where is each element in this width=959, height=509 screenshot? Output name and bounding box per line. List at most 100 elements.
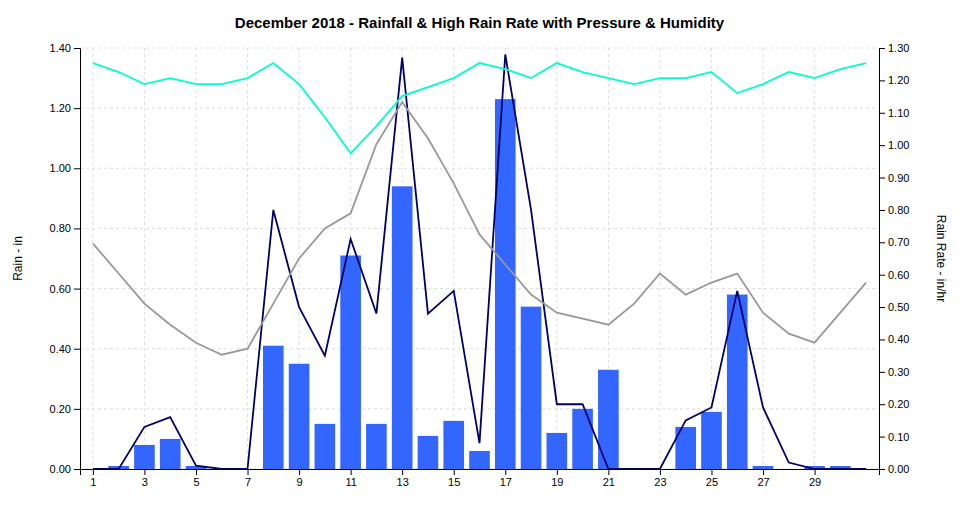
- tick-label: 0.20: [50, 403, 71, 415]
- grid-line: [195, 48, 196, 469]
- tick: 0.30: [879, 366, 909, 378]
- tick-mark: [879, 178, 885, 179]
- grid-line: [80, 48, 879, 49]
- tick-mark: [879, 437, 885, 438]
- tick-mark: [402, 469, 403, 475]
- y-axis: 0.000.200.400.600.801.001.201.40: [50, 42, 81, 475]
- tick: 25: [706, 469, 718, 488]
- tick-label: 1.40: [50, 42, 71, 54]
- tick-label: 1.20: [888, 74, 909, 86]
- tick-label: 0.20: [888, 398, 909, 410]
- tick-mark: [879, 80, 885, 81]
- grid-line: [80, 288, 879, 289]
- tick-label: 1: [90, 476, 96, 488]
- bar: [521, 307, 542, 469]
- tick-label: 0.70: [888, 236, 909, 248]
- tick-label: 0.60: [50, 283, 71, 295]
- tick-mark: [74, 289, 80, 290]
- tick-label: 23: [654, 476, 666, 488]
- tick: 19: [551, 469, 563, 488]
- bar: [134, 445, 155, 469]
- bar: [366, 424, 387, 469]
- tick-mark: [74, 349, 80, 350]
- tick: 0.20: [879, 398, 909, 410]
- tick-mark: [74, 48, 80, 49]
- tick: 1.30: [879, 42, 909, 54]
- grid-line: [453, 48, 454, 469]
- tick-mark: [711, 469, 712, 475]
- tick-mark: [196, 469, 197, 475]
- tick-mark: [608, 469, 609, 475]
- tick-label: 0.30: [888, 366, 909, 378]
- tick-mark: [879, 275, 885, 276]
- tick-label: 0.40: [888, 333, 909, 345]
- tick-mark: [454, 469, 455, 475]
- tick: 0.80: [50, 222, 80, 234]
- tick-label: 11: [345, 476, 356, 488]
- x-axis: 1357911131517192123252729: [81, 469, 880, 488]
- grid-line: [144, 48, 145, 469]
- tick: 0.20: [50, 403, 80, 415]
- tick-mark: [879, 339, 885, 340]
- tick-mark: [299, 469, 300, 475]
- tick-label: 13: [397, 476, 409, 488]
- tick-label: 1.10: [888, 107, 909, 119]
- line: [93, 63, 866, 153]
- tick-mark: [815, 469, 816, 475]
- tick: 1.40: [50, 42, 80, 54]
- bar: [263, 346, 284, 469]
- tick-label: 0.00: [888, 463, 909, 475]
- tick-label: 1.30: [888, 42, 909, 54]
- grid-line: [80, 348, 879, 349]
- tick: 0.80: [879, 204, 909, 216]
- tick-label: 1.00: [888, 139, 909, 151]
- tick-mark: [557, 469, 558, 475]
- tick-label: 15: [448, 476, 460, 488]
- tick-label: 29: [809, 476, 821, 488]
- bar: [418, 436, 439, 469]
- tick-mark: [93, 469, 94, 475]
- y-axis-title: Rain - in: [11, 236, 25, 281]
- tick: 0.40: [50, 343, 80, 355]
- tick-mark: [879, 404, 885, 405]
- tick-mark: [144, 469, 145, 475]
- tick: 21: [603, 469, 615, 488]
- tick-label: 0.60: [888, 269, 909, 281]
- line: [93, 102, 866, 355]
- tick: 1: [90, 469, 96, 488]
- axis-line: [880, 49, 886, 470]
- tick: 1.20: [879, 74, 909, 86]
- tick-mark: [879, 469, 885, 470]
- tick-label: 0.40: [50, 343, 71, 355]
- tick: 0.70: [879, 236, 909, 248]
- tick-mark: [879, 210, 885, 211]
- tick-mark: [879, 307, 885, 308]
- tick-mark: [351, 469, 352, 475]
- grid-line: [659, 48, 660, 469]
- tick: 29: [809, 469, 821, 488]
- tick-mark: [74, 469, 80, 470]
- bar: [753, 466, 774, 469]
- tick: 0.00: [50, 463, 80, 475]
- tick: 0.00: [879, 463, 909, 475]
- tick: 3: [142, 469, 148, 488]
- tick-mark: [74, 409, 80, 410]
- grid-line: [556, 48, 557, 469]
- tick-label: 7: [245, 476, 251, 488]
- tick: 0.60: [879, 269, 909, 281]
- tick-label: 3: [142, 476, 148, 488]
- tick: 1.10: [879, 107, 909, 119]
- tick-mark: [879, 145, 885, 146]
- tick-mark: [879, 48, 885, 49]
- line: [93, 54, 866, 469]
- y2-axis-title: Rain Rate - in/hr: [934, 215, 948, 302]
- tick-label: 1.20: [50, 102, 71, 114]
- y2-axis: 0.000.100.200.300.400.500.600.700.800.90…: [879, 42, 909, 475]
- tick: 7: [245, 469, 251, 488]
- grid-line: [80, 408, 879, 409]
- tick-label: 0.90: [888, 172, 909, 184]
- tick-mark: [248, 469, 249, 475]
- bar: [701, 412, 722, 469]
- tick-label: 25: [706, 476, 718, 488]
- axis-line: [74, 49, 81, 470]
